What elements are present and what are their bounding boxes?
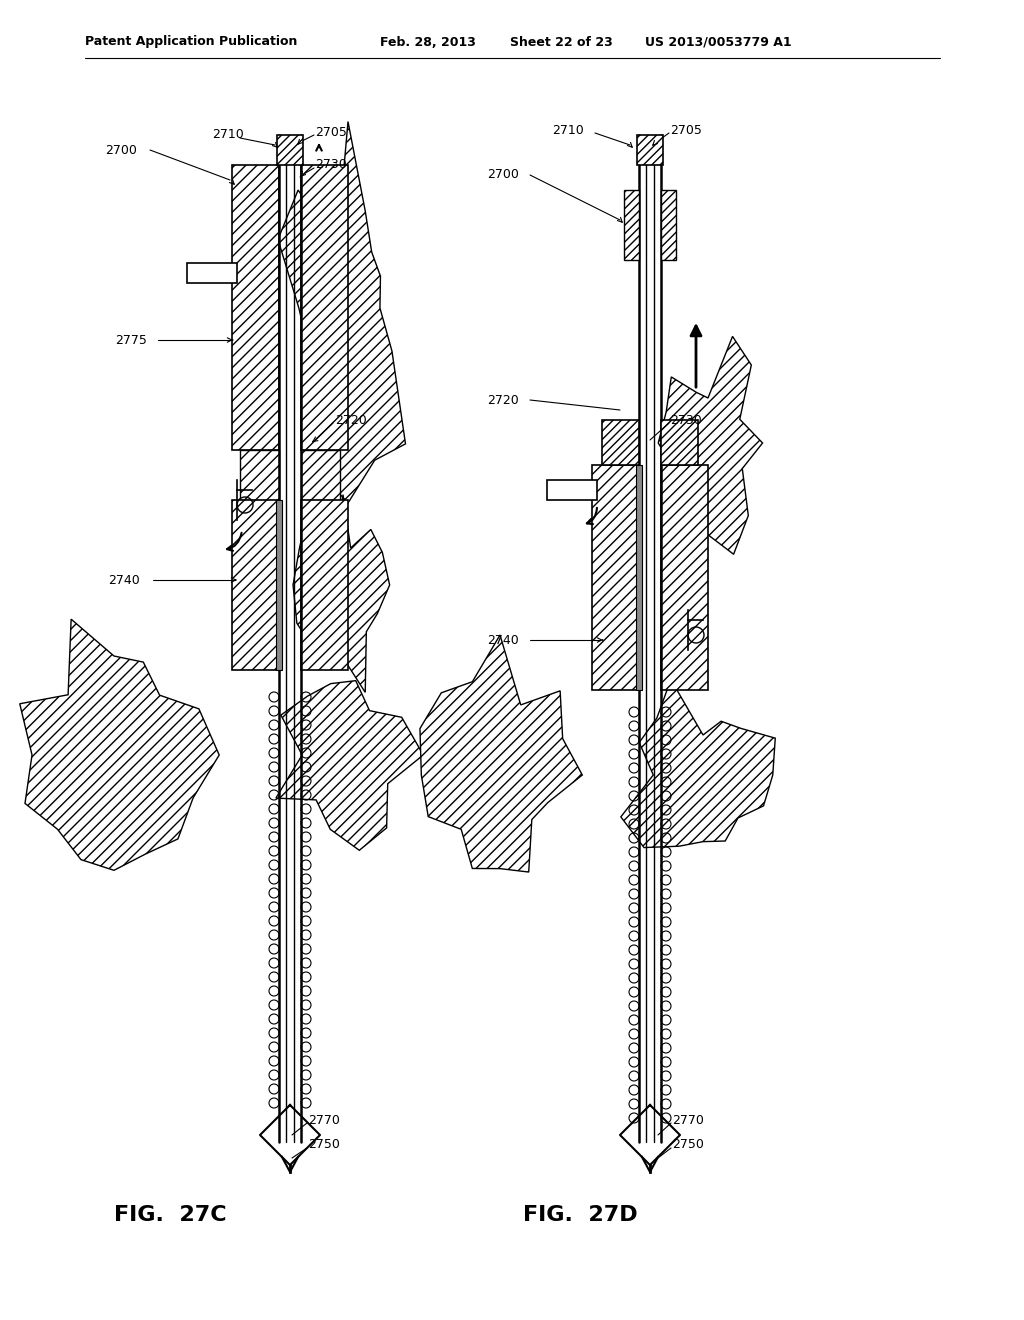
Polygon shape [658,337,763,554]
Polygon shape [293,495,390,693]
Bar [662,465,708,690]
Text: 2730: 2730 [315,158,347,172]
Text: FIG.  27C: FIG. 27C [114,1205,226,1225]
Text: 2705: 2705 [670,124,701,136]
Text: 2700: 2700 [105,144,137,157]
Bar [592,465,639,690]
Bar [301,500,348,671]
Text: 2730: 2730 [670,413,701,426]
Text: Patent Application Publication: Patent Application Publication [85,36,297,49]
Bar [636,465,642,690]
Bar [301,450,340,500]
Polygon shape [278,121,406,503]
Polygon shape [275,681,423,850]
Bar [278,135,303,165]
Text: 2740: 2740 [108,573,139,586]
Text: Sheet 22 of 23: Sheet 22 of 23 [510,36,612,49]
Text: 2720: 2720 [487,393,519,407]
Bar [602,420,639,465]
Bar [662,420,698,465]
Text: 2710: 2710 [212,128,244,141]
Text: FIG.  27D: FIG. 27D [522,1205,637,1225]
Bar [301,165,348,450]
Bar [624,190,639,260]
Text: 2770: 2770 [308,1114,340,1126]
Text: 2750: 2750 [308,1138,340,1151]
Bar [187,263,237,284]
Polygon shape [19,619,219,870]
Bar [547,480,597,500]
Polygon shape [420,635,583,873]
Polygon shape [621,680,775,847]
Bar [276,500,282,671]
Text: 2770: 2770 [672,1114,703,1126]
Text: 2740: 2740 [487,634,519,647]
Text: Feb. 28, 2013: Feb. 28, 2013 [380,36,476,49]
Bar [232,500,279,671]
Bar [662,190,676,260]
Text: 2720: 2720 [335,413,367,426]
Text: 2775: 2775 [115,334,146,346]
Bar [240,450,279,500]
Text: 2700: 2700 [487,169,519,181]
Text: US 2013/0053779 A1: US 2013/0053779 A1 [645,36,792,49]
Bar [232,165,279,450]
Bar [637,135,663,165]
Text: 2705: 2705 [315,125,347,139]
Text: 2750: 2750 [672,1138,703,1151]
Text: 2710: 2710 [552,124,584,136]
